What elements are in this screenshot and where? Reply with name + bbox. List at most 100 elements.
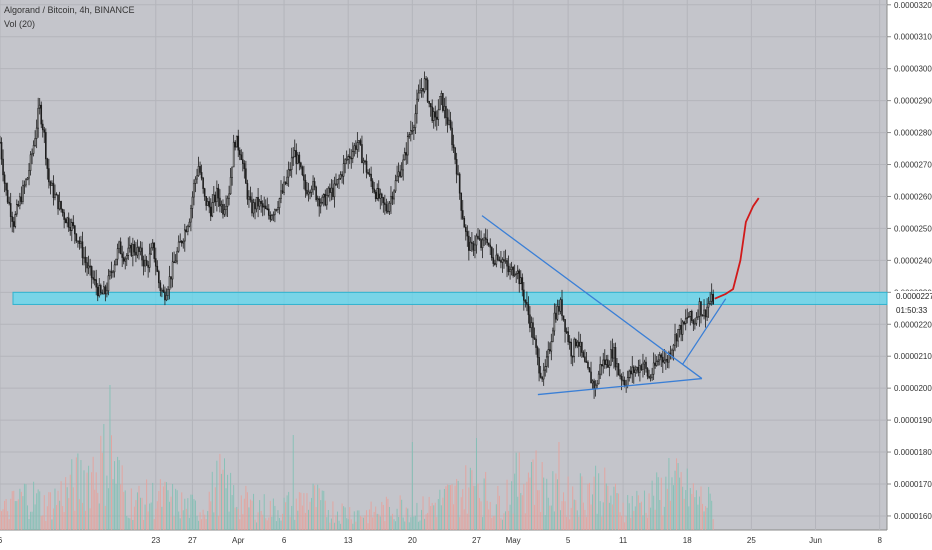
chart-legend: Algorand / Bitcoin, 4h, BINANCE Vol (20) <box>4 3 135 31</box>
candle-body <box>497 254 499 261</box>
volume-bar <box>589 482 591 530</box>
candle-body <box>437 109 440 120</box>
volume-bar <box>405 507 407 530</box>
candle-body <box>312 181 314 190</box>
candle-body <box>665 358 667 361</box>
candle-body <box>477 235 479 239</box>
candle-body <box>173 261 175 264</box>
volume-bar <box>194 500 196 530</box>
volume-bar <box>558 442 560 530</box>
candle-body <box>300 162 302 168</box>
volume-bar <box>344 507 346 530</box>
volume-bar <box>611 504 613 530</box>
candle-body <box>92 277 94 280</box>
candle-body <box>209 206 212 217</box>
volume-bar <box>660 477 662 530</box>
candle-body <box>442 92 444 111</box>
volume-bar <box>74 510 76 530</box>
volume-bar <box>68 498 70 530</box>
x-tick-label: May <box>506 536 521 545</box>
volume-bar <box>352 523 354 530</box>
candle-body <box>295 150 298 164</box>
volume-bar <box>219 453 221 530</box>
trendline[interactable] <box>481 215 703 380</box>
volume-bar <box>31 511 33 530</box>
candle-body <box>6 189 9 203</box>
trendline[interactable] <box>682 298 727 365</box>
candle-body <box>292 156 295 159</box>
candle-body <box>298 154 301 164</box>
candle-body <box>336 179 339 185</box>
candle-body <box>109 271 111 277</box>
candle-body <box>119 241 122 255</box>
volume-bar <box>645 512 647 530</box>
volume-bar <box>228 511 230 530</box>
candle-body <box>480 239 482 248</box>
volume-bar <box>95 472 97 530</box>
symbol-title[interactable]: Algorand / Bitcoin, 4h, BINANCE <box>4 5 135 15</box>
candle-body <box>182 240 185 244</box>
volume-bar <box>158 491 160 530</box>
volume-bar <box>430 506 432 530</box>
candle-body <box>581 341 583 353</box>
volume-bar <box>712 519 714 530</box>
volume-bar <box>459 517 461 530</box>
candle-body <box>171 261 174 280</box>
candle-body <box>167 289 169 296</box>
volume-bar <box>165 482 167 530</box>
volume-bar <box>30 511 32 530</box>
volume-bar <box>1 511 3 530</box>
projection-curve[interactable] <box>714 197 760 300</box>
candle-body <box>99 285 102 294</box>
candle-body <box>208 201 211 208</box>
candle-body <box>141 247 143 261</box>
candle-body <box>694 322 696 325</box>
candle-body <box>229 177 232 195</box>
candle-body <box>703 309 705 316</box>
volume-bar <box>466 513 468 530</box>
volume-bar <box>359 515 361 530</box>
volume-bar <box>304 512 306 530</box>
volume-bar <box>196 515 198 530</box>
candle-body <box>20 196 23 202</box>
volume-bar <box>269 500 271 530</box>
volume-bar <box>382 504 384 530</box>
volume-bar <box>211 471 213 530</box>
volume-bar <box>34 504 36 530</box>
volume-bar <box>416 502 418 530</box>
time-axis[interactable] <box>0 530 932 550</box>
volume-bar <box>184 498 186 530</box>
candle-body <box>626 377 629 386</box>
candle-body <box>588 367 591 373</box>
candle-body <box>454 147 456 160</box>
candle-body <box>58 201 61 210</box>
candle-body <box>344 159 346 164</box>
candle-body <box>697 316 699 318</box>
volume-bar <box>285 502 287 530</box>
candle-body <box>330 187 333 193</box>
price-axis[interactable] <box>887 0 932 550</box>
volume-indicator-label[interactable]: Vol (20) <box>4 19 36 29</box>
support-zone[interactable] <box>12 291 888 305</box>
volume-bar <box>81 502 83 530</box>
candle-body <box>196 175 198 180</box>
volume-bar <box>581 476 583 530</box>
candle-body <box>31 153 33 156</box>
candle-body <box>150 247 152 255</box>
candle-body <box>439 96 441 111</box>
volume-bar <box>271 516 273 530</box>
candle-body <box>222 204 224 215</box>
volume-bar <box>14 501 16 530</box>
trendline[interactable] <box>537 377 702 396</box>
candle-body <box>203 188 206 197</box>
volume-bar <box>346 518 348 530</box>
candle-body <box>55 193 58 196</box>
volume-bar <box>698 496 700 530</box>
volume-bar <box>260 510 262 530</box>
volume-bar <box>483 478 485 530</box>
volume-bar <box>607 485 609 530</box>
